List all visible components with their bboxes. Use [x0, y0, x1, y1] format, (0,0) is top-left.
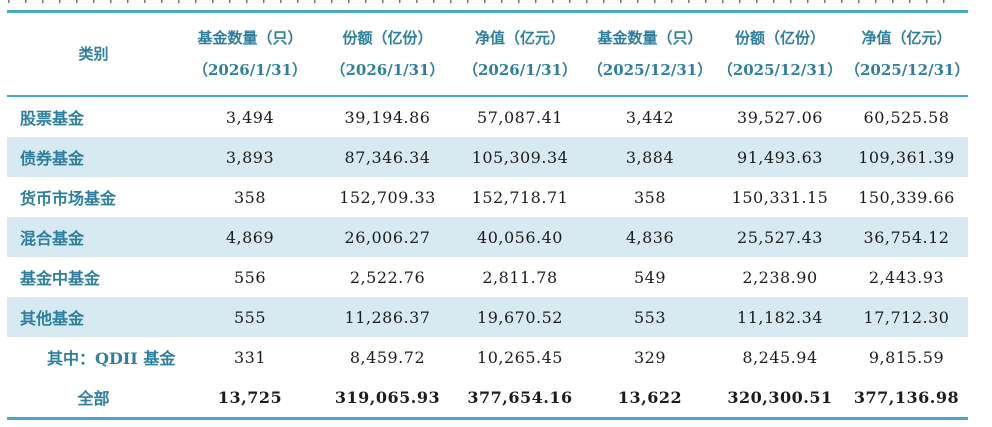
value-cell: 358 — [633, 187, 667, 207]
col-header-subdate: （2025/12/31） — [717, 60, 843, 79]
value-cell: 150,339.66 — [858, 187, 955, 207]
col-header-label: 份额（亿份） — [342, 28, 433, 47]
table-row: 混合基金 4,869 26,006.27 40,056.40 4,836 25,527.4… — [7, 217, 968, 257]
total-row: 全部 13,725 319,065.93 377,654.16 13,622 320,30… — [7, 377, 968, 419]
col-header-label: 基金数量（只） — [597, 28, 703, 47]
value-cell: 105,309.34 — [455, 137, 585, 177]
value-cell: 377,136.98 — [853, 387, 960, 407]
col-header-subdate: （2026/1/31） — [330, 60, 445, 79]
col-header-shares-2026: 份额（亿份） （2026/1/31） — [320, 11, 455, 97]
col-header-subdate: （2026/1/31） — [462, 60, 578, 79]
value-cell: 11,286.37 — [320, 297, 455, 337]
cropped-text-remnant — [8, 0, 960, 3]
col-header-label: 类别 — [78, 44, 109, 63]
fund-table: 类别 基金数量（只） （2026/1/31） 份额（亿份） （2026/1/31… — [7, 10, 970, 420]
fund-statistics-table: 类别 基金数量（只） （2026/1/31） 份额（亿份） （2026/1/31… — [7, 10, 970, 420]
category-cell: 其中：QDII 基金 — [47, 349, 176, 368]
value-cell: 553 — [585, 297, 715, 337]
value-cell: 3,442 — [625, 107, 675, 127]
value-cell: 150,331.15 — [731, 187, 829, 207]
value-cell: 549 — [633, 267, 667, 287]
value-cell: 2,522.76 — [349, 267, 426, 287]
value-cell: 17,712.30 — [845, 297, 968, 337]
value-cell: 8,245.94 — [742, 347, 818, 367]
value-cell: 3,893 — [180, 137, 320, 177]
category-cell: 债券基金 — [7, 137, 180, 177]
table-row: 其中：QDII 基金 331 8,459.72 10,265.45 329 8,245.9… — [7, 337, 968, 377]
value-cell: 2,811.78 — [482, 267, 558, 287]
col-header-fund-count-2025: 基金数量（只） （2025/12/31） — [585, 11, 715, 97]
value-cell: 19,670.52 — [455, 297, 585, 337]
value-cell: 556 — [233, 267, 267, 287]
category-cell: 混合基金 — [7, 217, 180, 257]
value-cell: 331 — [233, 347, 267, 367]
value-cell: 39,194.86 — [344, 107, 431, 127]
col-header-label: 基金数量（只） — [197, 28, 303, 47]
value-cell: 9,815.59 — [868, 347, 945, 367]
value-cell: 26,006.27 — [320, 217, 455, 257]
col-header-netvalue-2026: 净值（亿元） （2026/1/31） — [455, 11, 585, 97]
header-row: 类别 基金数量（只） （2026/1/31） 份额（亿份） （2026/1/31… — [7, 11, 970, 97]
value-cell: 57,087.41 — [477, 107, 563, 127]
value-cell: 36,754.12 — [845, 217, 968, 257]
col-header-netvalue-2025: 净值（亿元） （2025/12/31） — [845, 11, 970, 97]
category-cell: 股票基金 — [20, 109, 85, 128]
table-row: 货币市场基金 358 152,709.33 152,718.71 358 150,331.… — [7, 177, 968, 217]
col-header-fund-count-2026: 基金数量（只） （2026/1/31） — [180, 11, 320, 97]
value-cell: 320,300.51 — [727, 387, 833, 407]
value-cell: 13,622 — [617, 387, 683, 407]
value-cell: 152,709.33 — [339, 187, 436, 207]
table-row: 债券基金 3,893 87,346.34 105,309.34 3,884 91,493.… — [7, 137, 968, 177]
value-cell: 91,493.63 — [715, 137, 845, 177]
value-cell: 11,182.34 — [715, 297, 845, 337]
value-cell: 39,527.06 — [737, 107, 823, 127]
value-cell: 2,443.93 — [868, 267, 945, 287]
value-cell: 377,654.16 — [467, 387, 573, 407]
col-header-shares-2025: 份额（亿份） （2025/12/31） — [715, 11, 845, 97]
value-cell: 13,725 — [217, 387, 283, 407]
value-cell: 109,361.39 — [845, 137, 968, 177]
col-header-category: 类别 — [7, 11, 180, 97]
value-cell: 3,494 — [225, 107, 275, 127]
category-cell: 基金中基金 — [20, 269, 101, 288]
table-row: 基金中基金 556 2,522.76 2,811.78 549 2,238.90 2,443… — [7, 257, 968, 297]
category-cell: 货币市场基金 — [20, 189, 117, 208]
value-cell: 40,056.40 — [455, 217, 585, 257]
value-cell: 8,459.72 — [349, 347, 426, 367]
col-header-subdate: （2025/12/31） — [845, 60, 970, 79]
col-header-label: 份额（亿份） — [734, 28, 825, 47]
value-cell: 329 — [633, 347, 667, 367]
value-cell: 60,525.58 — [863, 107, 950, 127]
table-header: 类别 基金数量（只） （2026/1/31） 份额（亿份） （2026/1/31… — [7, 11, 970, 97]
value-cell: 319,065.93 — [334, 387, 441, 407]
value-cell: 555 — [180, 297, 320, 337]
value-cell: 2,238.90 — [742, 267, 818, 287]
category-cell: 其他基金 — [7, 297, 180, 337]
value-cell: 4,836 — [585, 217, 715, 257]
col-header-label: 净值（亿元） — [474, 28, 565, 47]
table-row: 股票基金 3,494 39,194.86 57,087.41 3,442 39,527.0… — [7, 96, 968, 137]
value-cell: 87,346.34 — [320, 137, 455, 177]
col-header-subdate: （2026/1/31） — [192, 60, 308, 79]
category-cell: 全部 — [77, 389, 110, 408]
col-header-subdate: （2025/12/31） — [587, 60, 713, 79]
value-cell: 152,718.71 — [471, 187, 569, 207]
value-cell: 3,884 — [585, 137, 715, 177]
table-body: 股票基金 3,494 39,194.86 57,087.41 3,442 39,527.0… — [7, 96, 968, 419]
value-cell: 4,869 — [180, 217, 320, 257]
table-row: 其他基金 555 11,286.37 19,670.52 553 11,182.34 17,… — [7, 297, 968, 337]
value-cell: 10,265.45 — [477, 347, 563, 367]
col-header-label: 净值（亿元） — [861, 28, 952, 47]
value-cell: 25,527.43 — [715, 217, 845, 257]
value-cell: 358 — [233, 187, 267, 207]
